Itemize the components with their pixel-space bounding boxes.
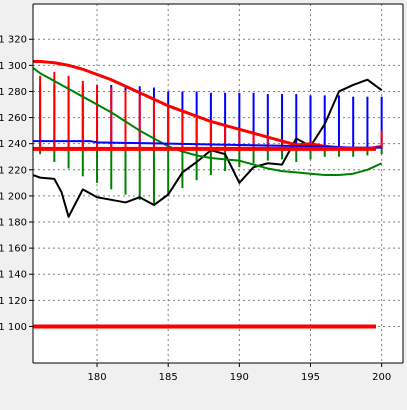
x-tick-label: 185 bbox=[159, 372, 178, 383]
y-tick-label: 1 140 bbox=[0, 270, 27, 281]
x-tick-label: 195 bbox=[301, 372, 320, 383]
series-layer bbox=[32, 59, 383, 329]
y-tick-label: 1 220 bbox=[0, 165, 27, 176]
y-tick-label: 1 240 bbox=[0, 139, 27, 150]
y-tick-label: 1 120 bbox=[0, 296, 27, 307]
plot-background bbox=[33, 4, 403, 363]
y-tick-label: 1 180 bbox=[0, 218, 27, 229]
tick-labels: 180 185 190 195 200 1 100 1 120 1 140 1 160 1 180… bbox=[0, 35, 391, 383]
series-line bbox=[32, 67, 383, 177]
y-tick-label: 1 280 bbox=[0, 87, 27, 98]
x-tick-label: 200 bbox=[372, 372, 391, 383]
y-tick-label: 1 100 bbox=[0, 322, 27, 333]
y-tick-label: 1 160 bbox=[0, 244, 27, 255]
axes bbox=[32, 3, 404, 364]
y-tick-label: 1 260 bbox=[0, 113, 27, 124]
y-tick-label: 1 200 bbox=[0, 191, 27, 202]
x-tick-label: 180 bbox=[87, 372, 106, 383]
x-tick-label: 190 bbox=[230, 372, 249, 383]
series-line bbox=[32, 78, 383, 218]
y-tick-label: 1 300 bbox=[0, 61, 27, 72]
y-tick-label: 1 320 bbox=[0, 35, 27, 46]
